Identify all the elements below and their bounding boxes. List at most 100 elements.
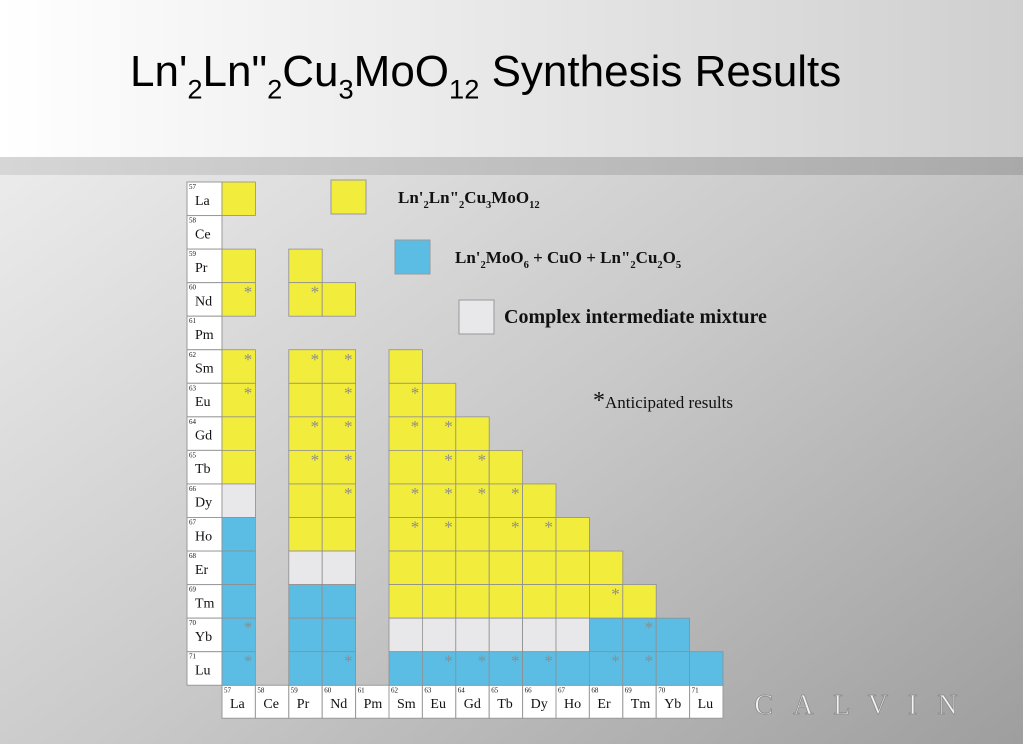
element-symbol: Pr <box>195 261 208 276</box>
element-symbol: Dy <box>195 496 212 511</box>
anticipated-mark: * <box>444 417 453 436</box>
result-cell <box>288 651 323 686</box>
result-cell <box>221 282 256 317</box>
text-segment: O <box>663 248 676 267</box>
text-segment: Cu <box>282 47 338 96</box>
note: *Anticipated results <box>593 388 733 414</box>
element-symbol: La <box>195 194 211 209</box>
legend-swatch <box>330 179 367 215</box>
anticipated-mark: * <box>311 450 320 469</box>
subscript: 2 <box>187 73 202 104</box>
note-text: Anticipated results <box>605 393 733 412</box>
result-cell <box>221 584 256 619</box>
result-cell <box>522 617 557 653</box>
result-cell <box>589 617 624 653</box>
legend-label: Ln'2Ln"2Cu3MoO12 <box>398 188 540 211</box>
result-cell <box>321 517 357 552</box>
element-symbol: Pm <box>364 697 383 712</box>
result-cell <box>388 349 423 384</box>
result-cell <box>455 483 490 518</box>
element-symbol: Yb <box>664 697 681 712</box>
atomic-number: 68 <box>189 552 197 560</box>
atomic-number: 67 <box>189 519 197 527</box>
element-cell <box>555 684 590 719</box>
text-segment: Cu <box>636 248 658 267</box>
element-symbol: Pr <box>297 697 310 712</box>
result-cell <box>221 349 256 384</box>
element-cell <box>186 517 223 552</box>
atomic-number: 65 <box>491 686 499 694</box>
result-cell <box>288 617 323 653</box>
element-symbol: Gd <box>464 697 481 712</box>
result-cell <box>522 550 557 585</box>
atomic-number: 60 <box>189 284 197 292</box>
element-symbol: Pm <box>195 328 214 343</box>
title: Ln'2Ln"2Cu3MoO12 Synthesis Results <box>130 47 841 104</box>
atomic-number: 66 <box>525 686 533 694</box>
legend-label: Ln'2MoO6 + CuO + Ln"2Cu2O5 <box>455 248 681 271</box>
element-symbol: Ho <box>564 697 581 712</box>
result-cell <box>689 651 724 686</box>
result-cell <box>288 248 323 284</box>
anticipated-mark: * <box>411 518 420 537</box>
result-cell <box>288 483 323 518</box>
anticipated-mark: * <box>411 484 420 503</box>
atomic-number: 58 <box>257 686 265 694</box>
anticipated-mark: * <box>344 652 353 671</box>
result-cell <box>488 550 524 585</box>
subscript: 3 <box>486 200 491 211</box>
anticipated-mark: * <box>511 652 520 671</box>
text-segment: + CuO + Ln" <box>529 248 631 267</box>
element-symbol: Ce <box>195 227 211 242</box>
element-cell <box>186 181 223 217</box>
anticipated-mark: * <box>344 417 353 436</box>
atomic-number: 69 <box>625 686 633 694</box>
atomic-number: 67 <box>558 686 566 694</box>
anticipated-mark: * <box>444 484 453 503</box>
result-cell <box>455 651 490 686</box>
result-cell <box>522 584 557 619</box>
anticipated-mark: * <box>478 450 487 469</box>
text-segment: Ln' <box>130 47 187 96</box>
anticipated-mark: * <box>244 652 253 671</box>
atomic-number: 60 <box>324 686 332 694</box>
atomic-number: 70 <box>189 619 197 627</box>
result-cell <box>321 282 357 317</box>
anticipated-mark: * <box>444 518 453 537</box>
anticipated-mark: * <box>344 350 353 369</box>
element-symbol: Sm <box>195 362 214 377</box>
anticipated-mark: * <box>244 618 253 637</box>
result-cell <box>321 483 357 518</box>
element-cell <box>355 684 390 719</box>
atomic-number: 58 <box>189 217 197 225</box>
element-symbol: Dy <box>531 697 548 712</box>
result-cell <box>221 181 256 216</box>
result-cell <box>555 550 590 585</box>
element-symbol: Lu <box>698 697 714 712</box>
result-cell <box>589 550 624 585</box>
result-cell <box>388 483 423 518</box>
anticipated-mark: * <box>544 652 553 671</box>
result-cell <box>455 584 490 619</box>
legend-label: Complex intermediate mixture <box>504 306 767 328</box>
result-cell <box>388 449 423 485</box>
result-cell <box>622 651 657 686</box>
subscript: 5 <box>676 260 681 271</box>
text-segment: MoO <box>486 248 524 267</box>
element-symbol: Er <box>195 563 209 578</box>
subscript: 2 <box>630 260 635 271</box>
result-cell <box>321 449 357 485</box>
result-cell <box>421 617 457 653</box>
result-cell <box>488 517 524 552</box>
atomic-number: 59 <box>291 686 299 694</box>
anticipated-mark: * <box>511 518 520 537</box>
atomic-number: 62 <box>189 351 197 359</box>
text-segment: MoO <box>491 188 529 207</box>
anticipated-mark: * <box>244 350 253 369</box>
atomic-number: 62 <box>391 686 399 694</box>
result-cell <box>655 617 691 653</box>
atomic-number: 61 <box>189 317 197 325</box>
result-cell <box>421 550 457 585</box>
text-segment: Complex intermediate mixture <box>504 306 767 328</box>
